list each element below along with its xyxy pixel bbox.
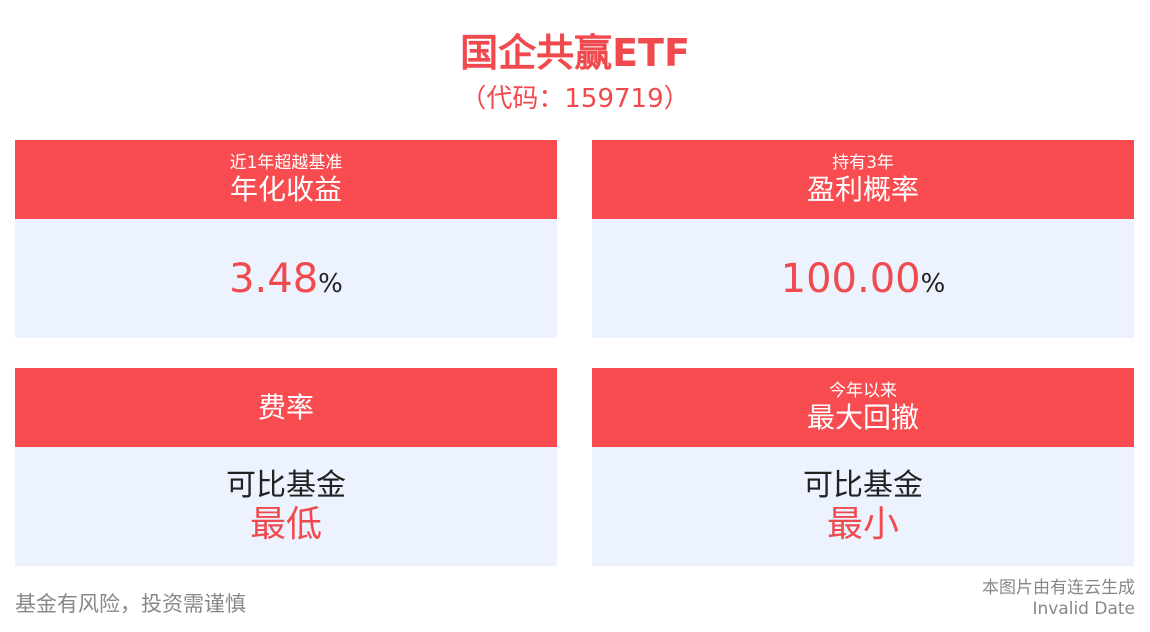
card-head: 近1年超越基准 年化收益 <box>15 140 557 219</box>
card-body: 可比基金 最低 <box>15 447 557 566</box>
card-highlight: 最低 <box>249 503 322 545</box>
card-body: 3.48% <box>15 219 557 338</box>
card-line: 可比基金 <box>803 467 923 503</box>
card: 近1年超越基准 年化收益 3.48% <box>15 140 557 338</box>
card: 今年以来 最大回撤 可比基金 最小 <box>592 368 1134 566</box>
card: 费率 可比基金 最低 <box>15 368 557 566</box>
card-unit: % <box>920 268 946 299</box>
card: 持有3年 盈利概率 100.00% <box>592 140 1134 338</box>
card-subtitle: 持有3年 <box>832 152 894 173</box>
card-subtitle: 今年以来 <box>829 380 897 401</box>
card-line: 可比基金 <box>226 467 346 503</box>
card-head: 今年以来 最大回撤 <box>592 368 1134 447</box>
card-title: 盈利概率 <box>806 172 919 206</box>
card-head: 持有3年 盈利概率 <box>592 140 1134 219</box>
card-head: 费率 <box>15 368 557 447</box>
card-value: 100.00 <box>780 255 921 302</box>
code: （代码：159719） <box>460 84 690 114</box>
card-subtitle: 近1年超越基准 <box>229 152 343 173</box>
date: Invalid Date <box>1032 599 1135 619</box>
card-body: 可比基金 最小 <box>592 447 1134 566</box>
source: 本图片由有连云生成 Invalid Date <box>982 578 1135 620</box>
card-highlight: 最小 <box>826 503 899 545</box>
card-unit: % <box>318 268 343 299</box>
card-title: 费率 <box>257 390 314 424</box>
card-title: 最大回撤 <box>806 400 919 434</box>
card-title: 年化收益 <box>229 172 342 206</box>
source-text: 本图片由有连云生成 <box>982 578 1135 598</box>
card-body: 100.00% <box>592 219 1134 338</box>
title: 国企共赢ETF <box>460 31 690 75</box>
card-value: 3.48 <box>229 255 319 302</box>
disclaimer: 基金有风险，投资需谨慎 <box>15 592 246 616</box>
